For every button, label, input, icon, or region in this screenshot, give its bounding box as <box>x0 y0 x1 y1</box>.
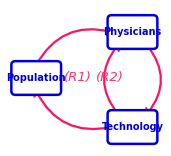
FancyBboxPatch shape <box>108 15 157 49</box>
Text: (R1): (R1) <box>64 71 92 85</box>
Text: Physicians: Physicians <box>103 27 162 37</box>
FancyBboxPatch shape <box>108 110 157 144</box>
Text: (R2): (R2) <box>96 71 124 85</box>
Text: Population: Population <box>6 73 66 83</box>
Text: Technology: Technology <box>101 122 163 132</box>
FancyBboxPatch shape <box>11 61 61 95</box>
